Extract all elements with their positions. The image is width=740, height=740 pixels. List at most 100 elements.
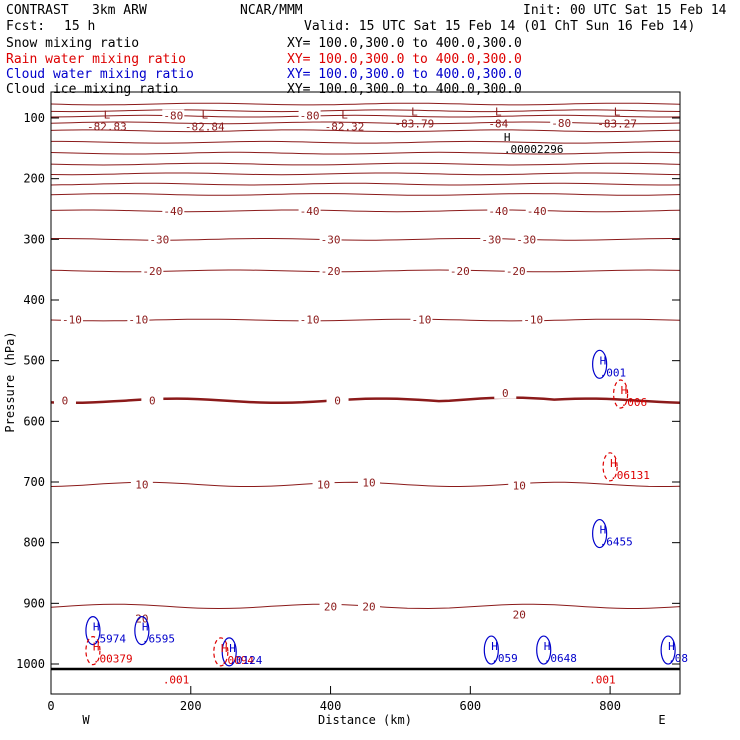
resolution-label: 3km ARW [92, 3, 147, 18]
low-value: -84 [488, 118, 508, 131]
mixing-ratio-contour [592, 518, 608, 549]
contour-label: -10 [300, 313, 320, 326]
mixing-ratio-contour [612, 379, 629, 409]
y-tick-label: 800 [23, 536, 45, 550]
contour-label: -10 [411, 313, 431, 326]
org-label: NCAR/MMM [240, 3, 303, 18]
contour-label: -30 [149, 233, 169, 246]
high-value: .06131 [610, 469, 650, 482]
y-tick-label: 900 [23, 596, 45, 610]
temperature-contour [51, 140, 680, 144]
low-mark: L [201, 109, 208, 122]
contour-label-bg [60, 313, 83, 326]
contour-label-bg [298, 313, 321, 326]
contour-label-bg [298, 109, 321, 122]
x-tick-label: 200 [180, 699, 202, 713]
high-value: .001 [163, 673, 190, 686]
legend-cloud-label: Cloud water mixing ratio [6, 67, 194, 82]
legend-snow-label: Snow mixing ratio [6, 36, 139, 51]
temperature-contours: -80 -80 -80 -40 -40 -40 -40 -30 -30 -30 -30 -20 -20 -… [50, 102, 681, 626]
legend-ice-xy: XY= 100.0,300.0 to 400.0,300.0 [287, 82, 522, 97]
contour-label: -10 [523, 313, 543, 326]
contour-label-bg [357, 600, 380, 613]
temperature-contour [50, 129, 681, 133]
x-tick-label: 600 [459, 699, 481, 713]
contour-label: 0 [62, 395, 69, 408]
high-mark: H [93, 621, 100, 634]
high-mark: H [229, 642, 236, 655]
high-mark: H [491, 640, 498, 653]
contour-label: 20 [135, 613, 148, 626]
contour-label: -10 [62, 313, 82, 326]
high-value: .00379 [93, 653, 133, 666]
contour-label-bg [141, 264, 164, 277]
contour-label-bg [127, 313, 150, 326]
high-mark: H [600, 354, 607, 367]
contour-label-bg [508, 608, 531, 621]
contour-label-bg [504, 264, 527, 277]
extrema-marks: L-82.83L-82.84L-82.32L-83.79L-84L-83.27H… [87, 106, 688, 687]
contour-label-bg [522, 313, 545, 326]
x-tick-label: 800 [599, 699, 621, 713]
contour-label-bg [494, 386, 517, 399]
y-tick-label: 200 [23, 172, 45, 186]
high-value: .006 [621, 396, 648, 409]
mixing-ratio-contour [602, 452, 618, 482]
x-tick-label: 400 [320, 699, 342, 713]
y-tick-label: 400 [23, 293, 45, 307]
temperature-contour [51, 238, 680, 241]
init-time: Init: 00 UTC Sat 15 Feb 14 [523, 3, 727, 18]
contour-label-bg [141, 394, 164, 407]
forecast-hour: 15 h [64, 19, 95, 34]
x-axis-label: Distance (km) [318, 713, 412, 727]
high-mark: H [544, 640, 551, 653]
legend-rain-label: Rain water mixing ratio [6, 52, 186, 67]
contour-label: -80 [300, 110, 320, 123]
contour-label: 0 [149, 395, 156, 408]
high-value: .059 [491, 652, 518, 665]
legend-rain-xy: XY= 100.0,300.0 to 400.0,300.0 [287, 52, 522, 67]
low-mark: L [104, 109, 111, 122]
y-tick-label: 300 [23, 232, 45, 246]
temperature-contour [50, 209, 681, 213]
contour-label-bg [162, 204, 185, 217]
low-mark: L [341, 109, 348, 122]
high-value: .6455 [600, 536, 633, 549]
low-value: -82.32 [325, 121, 365, 134]
contour-label: 20 [513, 608, 526, 621]
contour-label: 10 [362, 477, 375, 490]
high-mark: H [93, 641, 100, 654]
contour-label-bg [480, 233, 503, 246]
contour-label: -80 [163, 110, 183, 123]
high-mark: H [668, 640, 675, 653]
contour-label: -40 [300, 205, 320, 218]
low-mark: L [411, 106, 418, 119]
y-tick-label: 100 [23, 111, 45, 125]
high-value: .0094 [221, 654, 254, 667]
contour-label: 10 [135, 478, 148, 491]
mixing-ratio-contour [660, 635, 676, 665]
high-value: .5974 [93, 633, 126, 646]
mixing-ratio-contour [85, 636, 101, 666]
temperature-contour [50, 318, 681, 322]
contour-label: 0 [334, 395, 341, 408]
contour-label-bg [508, 479, 531, 492]
contour-label: -20 [450, 265, 470, 278]
high-mark: H [504, 131, 511, 144]
low-value: -83.79 [395, 118, 435, 131]
high-value: .00002296 [504, 143, 564, 156]
low-value: -82.84 [185, 121, 225, 134]
temperature-contour [50, 193, 681, 196]
high-value: .001 [600, 366, 627, 379]
mixing-ratio-contour [483, 635, 499, 665]
contour-label-bg [312, 478, 335, 491]
y-tick-label: 1000 [16, 657, 45, 671]
legend-ice-label: Cloud ice mixing ratio [6, 82, 178, 97]
legend-cloud-xy: XY= 100.0,300.0 to 400.0,300.0 [287, 67, 522, 82]
contour-label-bg [410, 313, 433, 326]
temperature-contour [50, 182, 681, 186]
west-label: W [82, 713, 90, 727]
x-tick-label: 0 [47, 699, 54, 713]
contour-label: -20 [506, 265, 526, 278]
